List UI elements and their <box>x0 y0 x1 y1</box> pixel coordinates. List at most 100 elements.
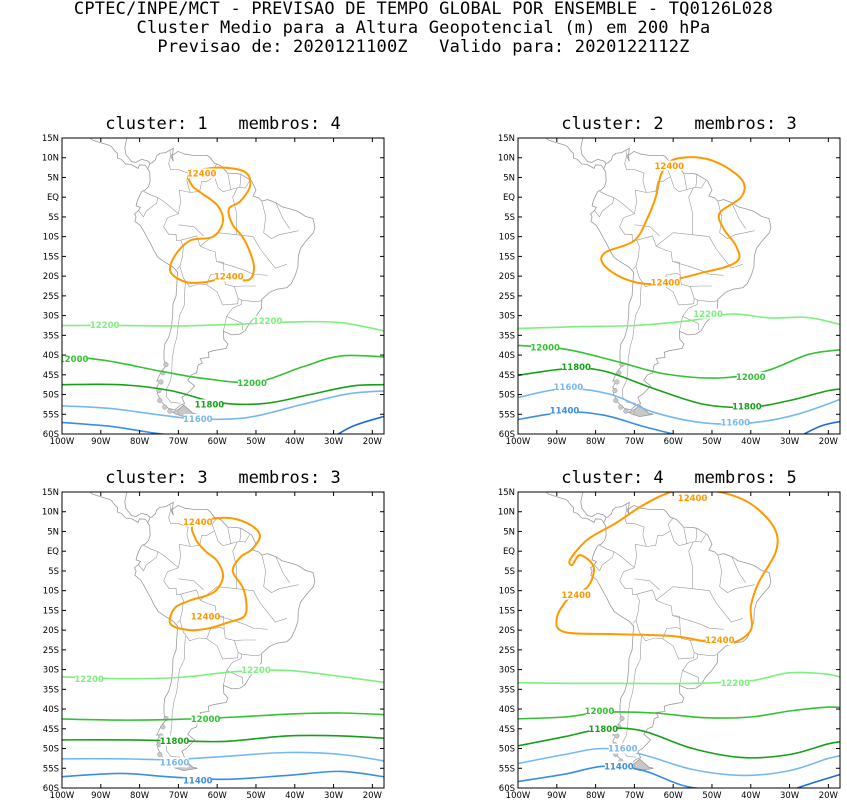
lon-label: 80W <box>130 437 150 447</box>
lat-label: 40S <box>499 351 515 361</box>
figure-title-line-1: CPTEC/INPE/MCT - PREVISAO DE TEMPO GLOBA… <box>73 0 774 19</box>
contour-label: 11600 <box>183 415 213 425</box>
country-border <box>163 543 191 595</box>
country-border <box>157 551 179 569</box>
coastline-cuba <box>577 466 619 473</box>
coastline-central-america-pacific <box>89 492 149 524</box>
panel-title: cluster: 3 membros: 3 <box>105 468 341 488</box>
contour-label-bg <box>589 723 618 734</box>
country-border <box>178 578 204 591</box>
lat-label: 55S <box>499 764 515 774</box>
country-border <box>275 556 290 583</box>
contour-label-bg <box>183 775 212 786</box>
contour-label-bg <box>214 271 243 282</box>
contour-line-12000 <box>62 354 384 384</box>
contour-label-bg <box>550 405 579 416</box>
lat-label: 35S <box>43 685 59 695</box>
contour-label: 11400 <box>550 407 580 417</box>
contour-label: 12200 <box>253 317 283 327</box>
island <box>614 379 620 385</box>
country-border <box>138 191 159 218</box>
country-border <box>226 651 244 685</box>
island <box>157 751 163 758</box>
contour-label-bg <box>62 354 88 365</box>
contour-line-11800 <box>62 734 384 743</box>
contour-label: 11400 <box>604 762 634 772</box>
map-svg: 12400 12400 12400 12200 12000 11800 11600 11400… <box>498 466 841 801</box>
lat-label: 55S <box>499 410 515 420</box>
country-border <box>688 541 694 589</box>
country-border <box>178 224 204 237</box>
coastline-central-america-pacific <box>545 138 605 170</box>
lon-label: 40W <box>285 791 305 801</box>
coastline-africa <box>381 138 384 140</box>
lat-label: EQ <box>47 193 59 203</box>
lat-label: 15S <box>43 606 59 616</box>
lat-label: 15S <box>499 606 515 616</box>
country-border <box>670 527 688 547</box>
lat-label: 45S <box>499 371 515 381</box>
contour-label: 12400 <box>191 613 221 623</box>
contour-label: 12400 <box>655 162 685 172</box>
map-svg: 12400 12400 12200 12200 12000 11800 11600 11400… <box>42 473 385 801</box>
contour-label: 11600 <box>720 418 750 428</box>
country-border <box>176 240 184 270</box>
contour-label-bg <box>238 377 267 388</box>
lon-label: 40W <box>741 437 761 447</box>
contour-label: 12000 <box>59 355 89 365</box>
contour-line-11400 <box>518 411 677 434</box>
contour-label: 12000 <box>191 715 221 725</box>
contour-label: 11600 <box>160 759 190 769</box>
lat-label: 40S <box>499 705 515 715</box>
country-border <box>206 629 239 660</box>
island <box>618 404 624 410</box>
contour-label: 12200 <box>74 675 104 685</box>
contour-line-11200 <box>794 773 840 788</box>
lat-label: 45S <box>43 371 59 381</box>
country-border <box>717 555 755 593</box>
contour-label-bg <box>721 677 750 688</box>
contour-label: 11800 <box>195 401 225 411</box>
coastline-hispaniola <box>617 119 640 128</box>
lat-label: 20S <box>499 272 515 282</box>
contour-label-bg <box>554 381 583 392</box>
country-border <box>686 174 698 190</box>
country-border <box>241 653 262 657</box>
country-border <box>619 189 647 241</box>
country-border <box>670 173 688 193</box>
lon-label: 100W <box>506 437 531 447</box>
country-border <box>679 316 683 332</box>
coastline-hispaniola <box>161 119 184 128</box>
country-border <box>594 545 615 572</box>
lon-label: 40W <box>285 437 305 447</box>
lat-label: 15N <box>42 134 59 144</box>
contour-label: 11400 <box>183 776 213 786</box>
country-border <box>223 316 227 332</box>
coastline-hispaniola <box>161 473 184 482</box>
contour-line-11600 <box>62 751 384 762</box>
lat-label: 50S <box>499 745 515 755</box>
island <box>623 408 629 414</box>
lat-label: 5N <box>503 173 515 183</box>
lat-label: 40S <box>43 351 59 361</box>
lat-label: 20S <box>43 272 59 282</box>
lat-label: 10S <box>43 587 59 597</box>
lat-label: 20S <box>43 626 59 636</box>
map-panel-cluster-2: cluster: 2 membros: 3 12400 12400 12200 120… <box>456 112 847 452</box>
country-border <box>223 670 227 686</box>
contour-label-bg <box>191 713 220 724</box>
map-panel-cluster-4: cluster: 4 membros: 5 12400 12400 12400 122… <box>456 466 847 803</box>
contour-label: 12200 <box>720 679 750 689</box>
lon-label: 20W <box>363 791 383 801</box>
country-border <box>199 232 254 247</box>
lon-label: 30W <box>324 437 344 447</box>
country-border <box>634 224 660 237</box>
country-border <box>624 150 647 193</box>
lon-label: 80W <box>586 791 606 801</box>
contour-label: 12200 <box>90 321 120 331</box>
country-border <box>686 528 698 544</box>
country-border <box>239 180 251 189</box>
country-border <box>695 180 707 189</box>
lat-label: 50S <box>43 745 59 755</box>
contour-label-bg <box>90 319 119 330</box>
